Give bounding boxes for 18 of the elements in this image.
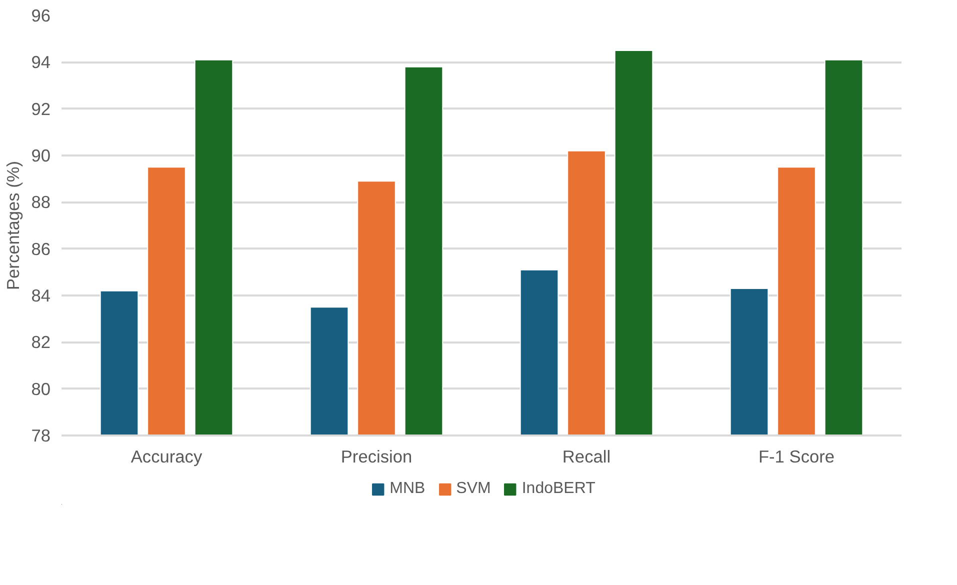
y-tick-label: 94 (31, 52, 51, 72)
y-tick-label: 84 (31, 286, 51, 306)
legend-label: IndoBERT (522, 480, 596, 498)
y-tick-label: 78 (31, 426, 51, 446)
y-tick-label: 86 (31, 238, 51, 259)
y-tick-label: 90 (31, 146, 51, 166)
y-tick-label: 80 (31, 378, 51, 399)
y-tick-label: 92 (31, 98, 51, 119)
x-tick-label: Accuracy (130, 446, 202, 466)
y-tick-label: 88 (31, 192, 51, 212)
legend-label: MNB (390, 480, 426, 498)
x-tick-label: Precision (340, 446, 412, 466)
y-tick-label: 96 (31, 6, 51, 26)
y-tick-label: 82 (31, 332, 51, 352)
x-tick-label: F-1 Score (758, 446, 835, 466)
legend-label: SVM (456, 480, 491, 498)
x-tick-label: Recall (562, 446, 611, 466)
y-axis-title: Percentages (%) (3, 160, 24, 290)
